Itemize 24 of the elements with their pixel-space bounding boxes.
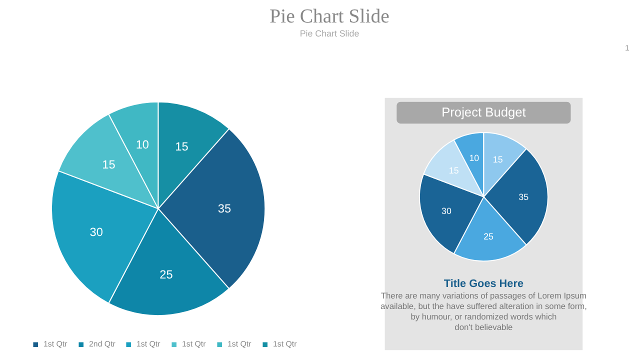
data-label: 15 (448, 165, 459, 176)
legend-label: 1st Qtr (273, 340, 298, 349)
text: Title Goes Here (444, 278, 524, 290)
legend-label: 1st Qtr (182, 340, 206, 349)
legend-label: 1st Qtr (228, 340, 252, 349)
data-label: 30 (441, 206, 452, 216)
text: 1 (624, 43, 630, 52)
data-label: 10 (136, 137, 150, 152)
legend-label: 1st Qtr (44, 340, 68, 349)
data-label: 15 (175, 140, 189, 154)
legend-label: 2nd Qtr (89, 340, 116, 349)
chart-title: Project Budget (442, 104, 526, 120)
data-label: 35 (218, 202, 232, 216)
data-label: 15 (102, 158, 116, 172)
data-label: 15 (492, 154, 503, 165)
data-label: 25 (484, 231, 494, 242)
text: There are many variations of passages of Lorem Ipsum available, but the have suffered alteration in some form, by humour, or randomized words which don't believable (380, 290, 587, 332)
chart-title: Pie Chart Slide (270, 6, 390, 28)
data-label: 35 (518, 192, 529, 202)
data-label: 10 (469, 153, 480, 164)
data-label: 30 (90, 225, 104, 240)
text: Pie Chart Slide (300, 28, 360, 39)
data-label: 25 (160, 267, 174, 282)
legend-label: 1st Qtr (136, 340, 161, 349)
